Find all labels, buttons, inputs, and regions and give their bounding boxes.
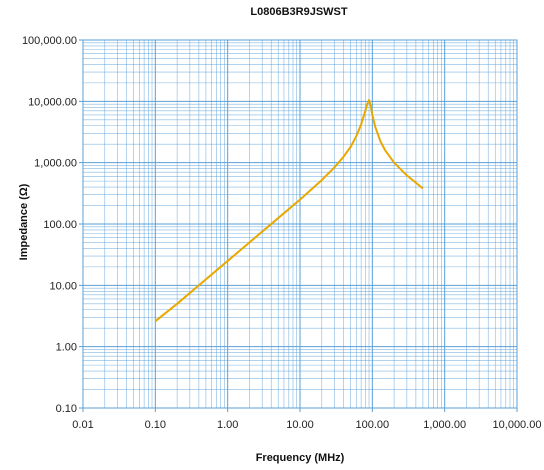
x-axis-label: Frequency (MHz) xyxy=(256,452,345,464)
x-tick-label: 0.01 xyxy=(72,419,93,431)
x-tick-label: 10.00 xyxy=(286,419,314,431)
x-tick-label: 10,000.00 xyxy=(493,419,542,431)
y-axis-ticks: 0.10 1.00 10.00 100.00 1,000.00 10,000.00 100,… xyxy=(22,35,77,415)
y-tick-label: 100,000.00 xyxy=(22,35,77,47)
chart-title: L0806B3R9JSWST xyxy=(250,6,347,18)
x-tick-label: 1.00 xyxy=(217,419,238,431)
y-tick-label: 10.00 xyxy=(49,280,77,292)
y-tick-label: 1,000.00 xyxy=(34,158,77,170)
x-tick-label: 100.00 xyxy=(356,419,390,431)
y-tick-label: 1.00 xyxy=(56,342,77,354)
plot-frame xyxy=(82,39,518,409)
y-axis-label: Impedance (Ω) xyxy=(18,183,30,260)
impedance-line xyxy=(154,99,424,322)
y-tick-label: 10,000.00 xyxy=(28,96,77,108)
x-axis-ticks: 0.01 0.10 1.00 10.00 100.00 1,000.00 10,000.00 xyxy=(72,419,541,431)
series-layer xyxy=(154,99,424,322)
x-tick-label: 1,000.00 xyxy=(423,419,466,431)
y-tick-label: 100.00 xyxy=(43,219,77,231)
x-tick-label: 0.10 xyxy=(145,419,166,431)
y-tick-label: 0.10 xyxy=(56,403,77,415)
